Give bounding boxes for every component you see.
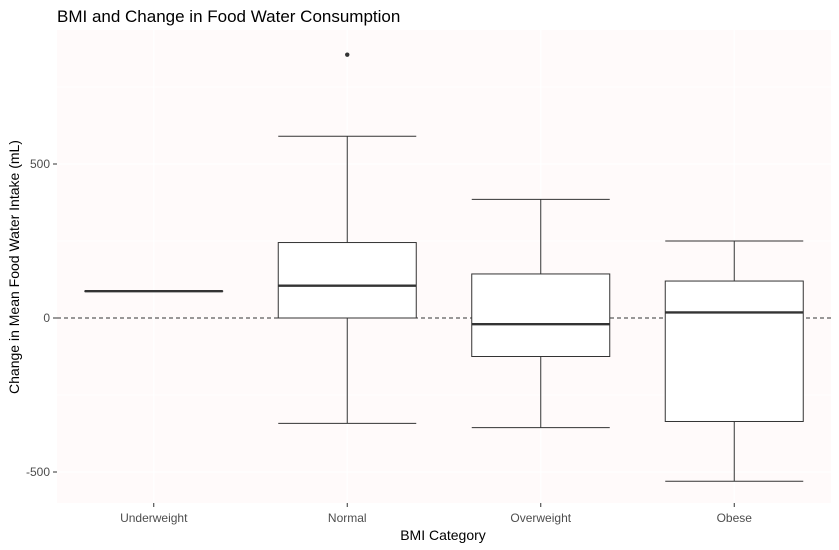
- boxes-layer: [84, 52, 804, 482]
- y-tick-label: -500: [26, 465, 50, 479]
- iqr-box: [471, 273, 611, 357]
- box-obese: [664, 240, 804, 482]
- x-tick-label: Normal: [328, 511, 367, 525]
- y-tick-label: 500: [30, 157, 50, 171]
- y-tick-label: 0: [43, 311, 50, 325]
- box-overweight: [471, 198, 611, 429]
- iqr-box: [277, 242, 417, 319]
- x-tick-label: Underweight: [120, 511, 188, 525]
- chart-title: BMI and Change in Food Water Consumption: [57, 7, 400, 26]
- iqr-box: [664, 280, 804, 422]
- x-axis-title: BMI Category: [400, 527, 486, 543]
- y-axis-title: Change in Mean Food Water Intake (mL): [6, 140, 22, 394]
- box-normal: [277, 52, 417, 424]
- outlier-point: [345, 52, 350, 57]
- x-tick-label: Obese: [717, 511, 753, 525]
- axes-layer: -500 0 500 Underweight Normal Overweight Obese: [26, 157, 752, 525]
- plot-panel: [57, 30, 831, 503]
- x-tick-label: Overweight: [510, 511, 571, 525]
